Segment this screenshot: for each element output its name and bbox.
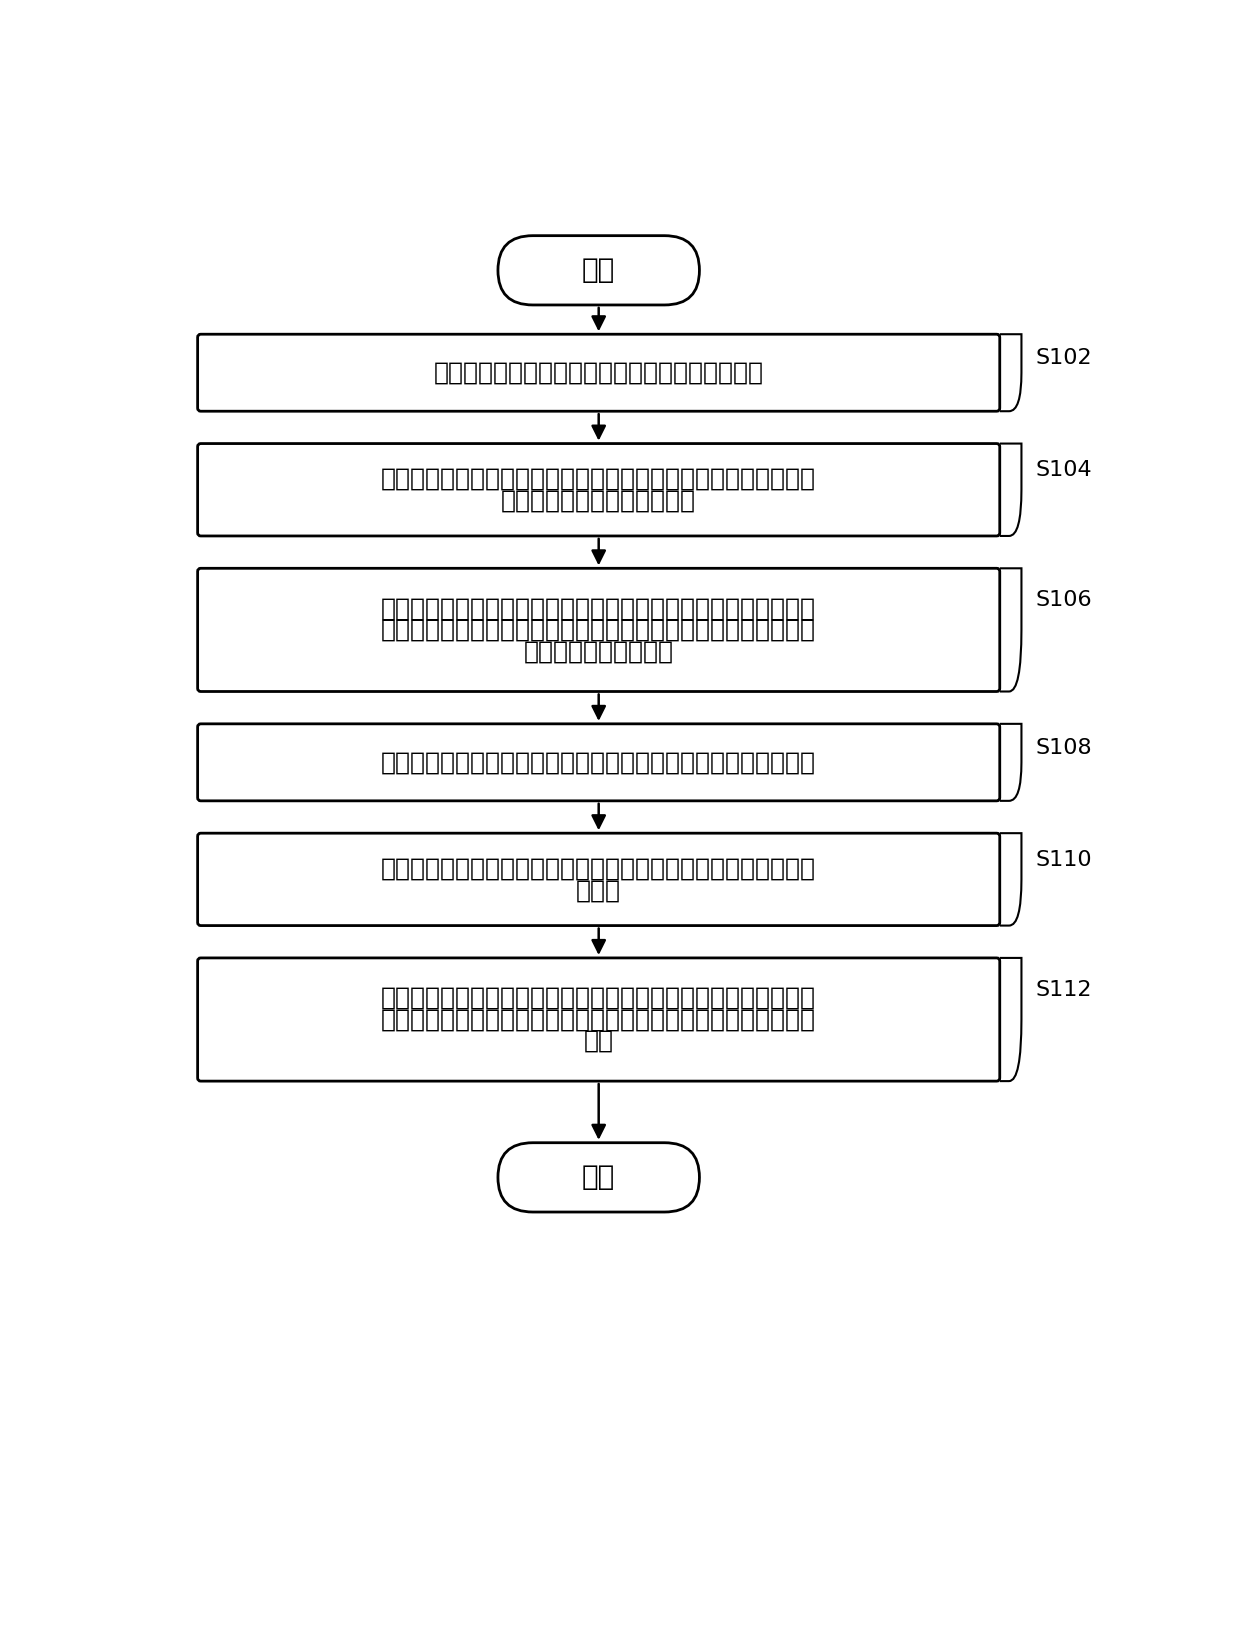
Text: 度。: 度。 bbox=[584, 1029, 614, 1053]
Text: 执行任务的匹配度，确定执行任务的无人机群，针对性地为每一架: 执行任务的匹配度，确定执行任务的无人机群，针对性地为每一架 bbox=[381, 618, 816, 642]
Text: S108: S108 bbox=[1035, 738, 1092, 757]
Text: 心根据每一架无人机的实时状态进行基于粒子群算法优化的全程调: 心根据每一架无人机的实时状态进行基于粒子群算法优化的全程调 bbox=[381, 1007, 816, 1032]
FancyBboxPatch shape bbox=[197, 833, 999, 925]
FancyBboxPatch shape bbox=[498, 235, 699, 306]
Text: 结束: 结束 bbox=[582, 1163, 615, 1191]
Text: S102: S102 bbox=[1035, 348, 1092, 368]
Text: 控制中心接收到应答数据包后进行综合分析，评价待命无人机与待: 控制中心接收到应答数据包后进行综合分析，评价待命无人机与待 bbox=[381, 596, 816, 621]
Text: 接收到任务预备指令后，无人机群初始化机身参数，并向控制中心: 接收到任务预备指令后，无人机群初始化机身参数，并向控制中心 bbox=[381, 467, 816, 491]
Text: S110: S110 bbox=[1035, 849, 1092, 869]
FancyBboxPatch shape bbox=[197, 334, 999, 411]
Text: 待飞无人机分配任务；: 待飞无人机分配任务； bbox=[523, 639, 673, 664]
FancyBboxPatch shape bbox=[197, 725, 999, 800]
Text: S104: S104 bbox=[1035, 460, 1092, 480]
Text: 控制中心向待飞无人机群发送一条启动指令后，无人机群开始执行: 控制中心向待飞无人机群发送一条启动指令后，无人机群开始执行 bbox=[381, 856, 816, 881]
Text: 在执行任务过程中无人机群与控制中心时刻保持通信状态，控制中: 在执行任务过程中无人机群与控制中心时刻保持通信状态，控制中 bbox=[381, 986, 816, 1010]
Text: S112: S112 bbox=[1035, 981, 1092, 1001]
FancyBboxPatch shape bbox=[197, 444, 999, 536]
Text: 服务器发送一个应答数据包；: 服务器发送一个应答数据包； bbox=[501, 488, 696, 513]
Text: 任务；: 任务； bbox=[577, 877, 621, 902]
Text: 开始: 开始 bbox=[582, 256, 615, 284]
FancyBboxPatch shape bbox=[498, 1144, 699, 1213]
Text: S106: S106 bbox=[1035, 590, 1092, 611]
Text: 控制中心向待命无人机群发送一条任务预备指令；: 控制中心向待命无人机群发送一条任务预备指令； bbox=[434, 361, 764, 384]
FancyBboxPatch shape bbox=[197, 568, 999, 692]
Text: 根据无人机飞行任务初步为每一架待飞无人机规划一条常规路径；: 根据无人机飞行任务初步为每一架待飞无人机规划一条常规路径； bbox=[381, 751, 816, 774]
FancyBboxPatch shape bbox=[197, 958, 999, 1081]
